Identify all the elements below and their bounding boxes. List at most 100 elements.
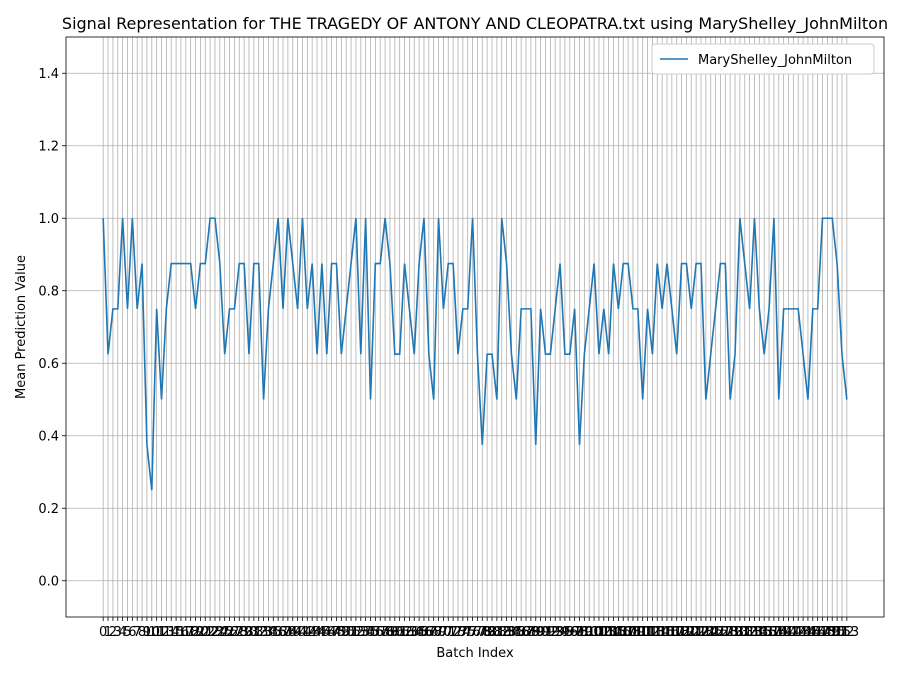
x-tick-label: 31 <box>246 625 263 640</box>
x-tick-label: 104 <box>596 625 621 640</box>
x-tick-label: 23 <box>207 625 224 640</box>
x-tick-label: 38 <box>280 625 297 640</box>
x-tick-label: 116 <box>655 625 680 640</box>
x-tick-label: 32 <box>250 625 267 640</box>
x-tick-label: 39 <box>284 625 301 640</box>
x-tick-label: 118 <box>664 625 689 640</box>
x-tick-label: 96 <box>562 625 579 640</box>
x-tick-label: 125 <box>698 625 723 640</box>
x-tick-label: 74 <box>455 625 472 640</box>
x-tick-label: 149 <box>815 625 840 640</box>
x-tick-label: 35 <box>265 625 282 640</box>
x-tick-label: 83 <box>498 625 515 640</box>
x-tick-label: 14 <box>163 625 180 640</box>
x-tick-label: 94 <box>552 625 569 640</box>
x-tick-label: 75 <box>459 625 476 640</box>
x-tick-label: 26 <box>221 625 238 640</box>
x-tick-label: 64 <box>406 625 423 640</box>
x-tick-label: 88 <box>523 625 540 640</box>
x-tick-label: 127 <box>708 625 733 640</box>
x-tick-label: 28 <box>231 625 248 640</box>
y-tick-label: 1.2 <box>38 139 59 154</box>
x-tick-label: 117 <box>659 625 684 640</box>
x-tick-label: 81 <box>489 625 506 640</box>
x-tick-label: 147 <box>805 625 830 640</box>
x-tick-label: 108 <box>616 625 641 640</box>
x-axis-label: Batch Index <box>436 646 514 661</box>
x-tick-label: 132 <box>732 625 757 640</box>
x-tick-label: 21 <box>197 625 214 640</box>
x-tick-label: 0 <box>99 625 107 640</box>
x-tick-label: 71 <box>440 625 457 640</box>
x-tick-label: 30 <box>241 625 258 640</box>
x-tick-label: 10 <box>144 625 161 640</box>
x-tick-label: 52 <box>348 625 365 640</box>
x-tick-label: 2 <box>109 625 117 640</box>
x-tick-label: 99 <box>576 625 593 640</box>
x-tick-label: 73 <box>450 625 467 640</box>
x-tick-label: 34 <box>260 625 277 640</box>
x-tick-label: 69 <box>430 625 447 640</box>
x-tick-label: 72 <box>445 625 462 640</box>
x-tick-label: 57 <box>372 625 389 640</box>
x-tick-label: 53 <box>353 625 370 640</box>
x-tick-label: 9 <box>143 625 151 640</box>
x-tick-label: 112 <box>635 625 660 640</box>
x-tick-label: 130 <box>723 625 748 640</box>
x-tick-label: 41 <box>294 625 311 640</box>
data-line <box>102 217 848 491</box>
x-tick-label: 124 <box>693 625 718 640</box>
x-tick-label: 141 <box>776 625 801 640</box>
x-tick-label: 128 <box>713 625 738 640</box>
x-tick-label: 91 <box>537 625 554 640</box>
plot-frame <box>65 36 885 618</box>
x-tick-label: 89 <box>527 625 544 640</box>
x-tick-label: 114 <box>645 625 670 640</box>
x-tick-label: 15 <box>168 625 185 640</box>
x-tick-label: 139 <box>766 625 791 640</box>
x-tick-label: 47 <box>323 625 340 640</box>
x-tick-label: 115 <box>650 625 675 640</box>
y-tick-label: 0.8 <box>38 284 59 299</box>
x-tick-label: 95 <box>557 625 574 640</box>
x-tick-label: 107 <box>611 625 636 640</box>
x-tick-label: 82 <box>493 625 510 640</box>
x-tick-label: 131 <box>727 625 752 640</box>
y-tick-label: 0.2 <box>38 502 59 517</box>
x-tick-label: 121 <box>679 625 704 640</box>
x-tick-label: 59 <box>382 625 399 640</box>
x-tick-label: 87 <box>518 625 535 640</box>
x-tick-label: 70 <box>435 625 452 640</box>
x-tick-label: 29 <box>236 625 253 640</box>
x-tick-label: 45 <box>314 625 331 640</box>
x-tick-label: 111 <box>630 625 655 640</box>
x-tick-label: 98 <box>571 625 588 640</box>
x-tick-label: 103 <box>591 625 616 640</box>
x-tick-label: 68 <box>425 625 442 640</box>
x-tick-label: 33 <box>255 625 272 640</box>
x-tick-label: 49 <box>333 625 350 640</box>
x-tick-label: 18 <box>182 625 199 640</box>
x-tick-label: 143 <box>786 625 811 640</box>
x-tick-label: 58 <box>377 625 394 640</box>
x-tick-label: 152 <box>830 625 855 640</box>
x-tick-label: 76 <box>464 625 481 640</box>
x-tick-label: 3 <box>114 625 122 640</box>
x-tick-label: 90 <box>532 625 549 640</box>
x-tick-label: 6 <box>128 625 136 640</box>
chart-title: Signal Representation for THE TRAGEDY OF… <box>62 14 888 34</box>
x-tick-label: 78 <box>474 625 491 640</box>
x-tick-label: 145 <box>796 625 821 640</box>
x-tick-label: 55 <box>362 625 379 640</box>
x-tick-label: 146 <box>800 625 825 640</box>
x-tick-label: 137 <box>757 625 782 640</box>
x-tick-label: 123 <box>689 625 714 640</box>
y-axis-label: Mean Prediction Value <box>14 255 29 399</box>
x-tick-label: 8 <box>138 625 146 640</box>
x-tick-label: 42 <box>299 625 316 640</box>
x-tick-label: 5 <box>123 625 131 640</box>
x-tick-label: 86 <box>513 625 530 640</box>
x-tick-label: 37 <box>275 625 292 640</box>
x-tick-label: 80 <box>484 625 501 640</box>
